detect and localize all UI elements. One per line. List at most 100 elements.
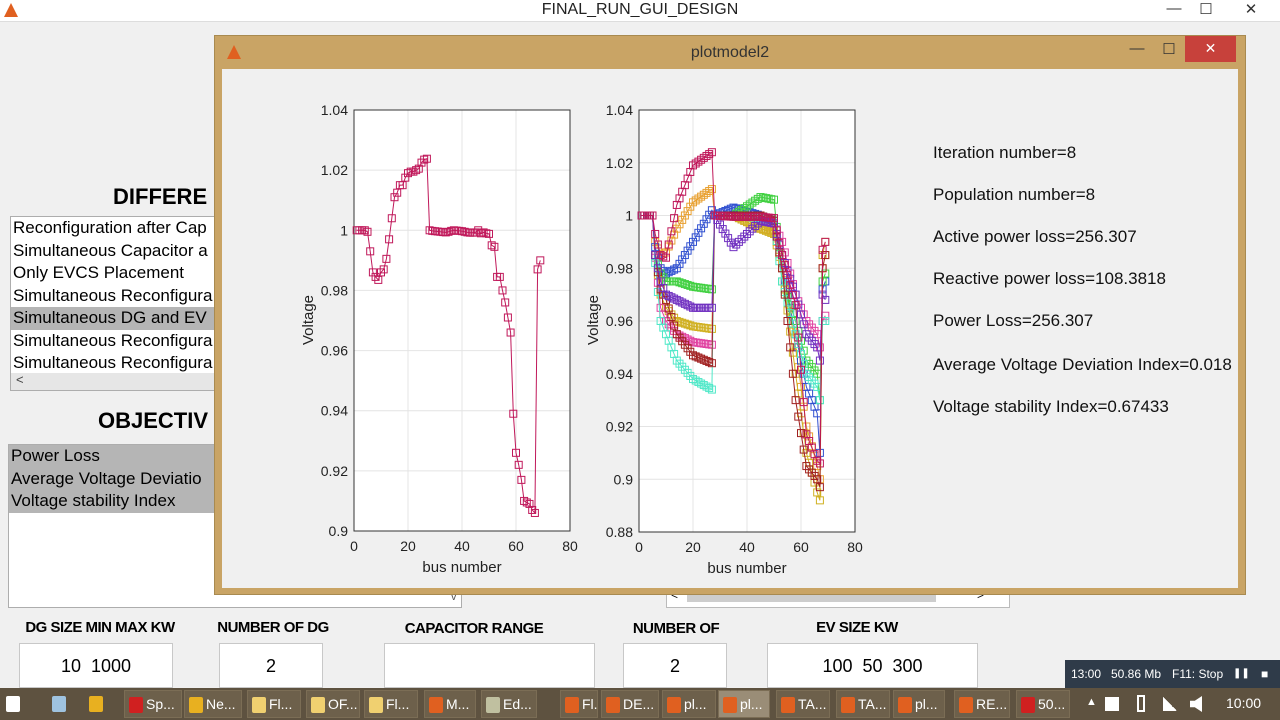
taskbar-item[interactable]: Ed... xyxy=(481,690,537,718)
num-capacitor-input[interactable]: 2 xyxy=(623,643,727,688)
data-marker xyxy=(686,302,695,311)
taskbar-item[interactable]: RE... xyxy=(954,690,1010,718)
taskbar-item[interactable] xyxy=(85,690,121,718)
scrollbar-thumb[interactable] xyxy=(687,592,936,602)
taskbar-item[interactable] xyxy=(48,690,82,718)
signal-icon[interactable] xyxy=(1163,697,1177,711)
case-item[interactable]: Simultaneous Capacitor a xyxy=(13,240,208,260)
opera-icon xyxy=(129,697,143,714)
battery-icon[interactable] xyxy=(1137,695,1145,712)
data-marker xyxy=(653,264,662,273)
data-marker xyxy=(667,266,676,275)
stop-icon[interactable]: ■ xyxy=(1261,667,1269,681)
data-marker xyxy=(686,281,695,290)
popup-close-button[interactable]: ✕ xyxy=(1185,36,1236,62)
recorder-stop-hint[interactable]: F11: Stop xyxy=(1172,667,1224,681)
data-marker xyxy=(702,356,711,365)
data-marker xyxy=(672,264,681,273)
case-item[interactable]: Only EVCS Placement xyxy=(13,263,185,282)
close-button[interactable]: ✕ xyxy=(1244,1,1258,18)
case-item[interactable]: Simultaneous Reconfigura xyxy=(13,330,213,350)
taskbar-item[interactable]: OF... xyxy=(306,690,360,718)
taskbar-item[interactable]: Ne... xyxy=(184,690,242,718)
data-marker xyxy=(390,193,399,202)
data-marker xyxy=(797,429,805,438)
taskbar-item[interactable]: 50... xyxy=(1016,690,1070,718)
popup-title: plotmodel2 xyxy=(690,44,770,61)
scroll-left-arrow[interactable]: < xyxy=(16,372,24,387)
taskbar-item[interactable]: pl... xyxy=(893,690,945,718)
data-marker xyxy=(680,319,689,328)
taskbar-item[interactable]: TA... xyxy=(776,690,830,718)
data-marker xyxy=(487,241,496,250)
data-marker xyxy=(705,150,714,159)
data-marker xyxy=(799,445,808,454)
data-marker xyxy=(705,384,714,393)
matlab-icon xyxy=(429,697,443,714)
taskbar-item[interactable]: Fl... xyxy=(247,690,301,718)
data-marker xyxy=(721,206,730,215)
data-marker xyxy=(672,295,681,304)
ev-size-input[interactable]: 100 50 300 xyxy=(767,643,978,688)
data-marker xyxy=(772,226,781,235)
data-marker xyxy=(788,369,797,378)
taskbar-item[interactable]: pl... xyxy=(718,690,770,718)
volume-muted-icon[interactable] xyxy=(1190,696,1202,712)
y-tick-label: 0.88 xyxy=(606,524,633,540)
data-marker xyxy=(707,359,716,368)
result-line: Power Loss=256.307 xyxy=(933,311,1094,330)
taskbar-item-label: pl... xyxy=(684,696,707,712)
data-marker xyxy=(699,219,708,228)
case-item[interactable]: Reconfiguration after Cap xyxy=(13,218,207,237)
capacitor-range-input[interactable] xyxy=(384,643,595,688)
taskbar-item[interactable]: Fl... xyxy=(560,690,598,718)
data-marker xyxy=(385,235,394,244)
pause-icon[interactable]: ❚❚ xyxy=(1233,668,1250,679)
y-tick-label: 1 xyxy=(340,222,348,238)
data-marker xyxy=(670,294,679,303)
data-marker xyxy=(393,188,402,197)
data-marker xyxy=(780,290,789,299)
taskbar-item[interactable]: DE... xyxy=(601,690,659,718)
taskbar-item[interactable] xyxy=(2,690,42,718)
data-marker xyxy=(525,499,534,508)
taskbar-item-label: DE... xyxy=(623,696,655,712)
taskbar-item[interactable]: pl... xyxy=(662,690,716,718)
maximize-button[interactable]: ☐ xyxy=(1199,1,1213,18)
result-line: Population number=8 xyxy=(933,185,1096,204)
tray-expand-icon[interactable]: ▲ xyxy=(1086,696,1097,708)
popup-minimize-button[interactable]: — xyxy=(1129,40,1145,57)
data-marker xyxy=(683,246,692,255)
data-marker xyxy=(788,348,797,357)
data-marker xyxy=(683,207,692,216)
taskbar-item[interactable]: Fl... xyxy=(364,690,418,718)
y-tick-label: 0.98 xyxy=(321,282,348,298)
data-marker xyxy=(761,194,770,203)
data-marker xyxy=(498,286,507,295)
chevron-down-icon[interactable]: v xyxy=(451,591,457,603)
taskbar-item[interactable]: TA... xyxy=(836,690,890,718)
data-marker xyxy=(799,320,808,329)
data-marker xyxy=(740,232,749,241)
case-item[interactable]: Simultaneous Reconfigura xyxy=(13,353,213,372)
result-line: Average Voltage Deviation Index=0.018 xyxy=(933,355,1232,374)
minimize-button[interactable]: — xyxy=(1166,0,1182,17)
chrome-icon xyxy=(89,696,103,713)
num-dg-input[interactable]: 2 xyxy=(219,643,323,688)
taskbar-item[interactable]: M... xyxy=(424,690,476,718)
action-center-flag-icon[interactable] xyxy=(1105,697,1119,711)
dg-size-input[interactable]: 10 1000 xyxy=(19,643,173,688)
data-marker xyxy=(764,218,773,227)
scroll-left-arrow[interactable]: < xyxy=(671,588,679,602)
result-line: Voltage stability Index=0.67433 xyxy=(933,397,1169,416)
axes-box xyxy=(638,109,856,533)
scroll-right-arrow[interactable]: > xyxy=(977,588,985,602)
taskbar-item[interactable]: Sp... xyxy=(124,690,182,718)
matlab-figure-icon xyxy=(898,697,912,714)
case-item[interactable]: Simultaneous Reconfigura xyxy=(13,285,213,305)
data-marker xyxy=(786,343,795,352)
popup-maximize-button[interactable]: ☐ xyxy=(1162,41,1176,58)
data-marker xyxy=(791,396,800,405)
clock[interactable]: 10:00 xyxy=(1226,695,1262,711)
data-marker xyxy=(797,310,805,319)
